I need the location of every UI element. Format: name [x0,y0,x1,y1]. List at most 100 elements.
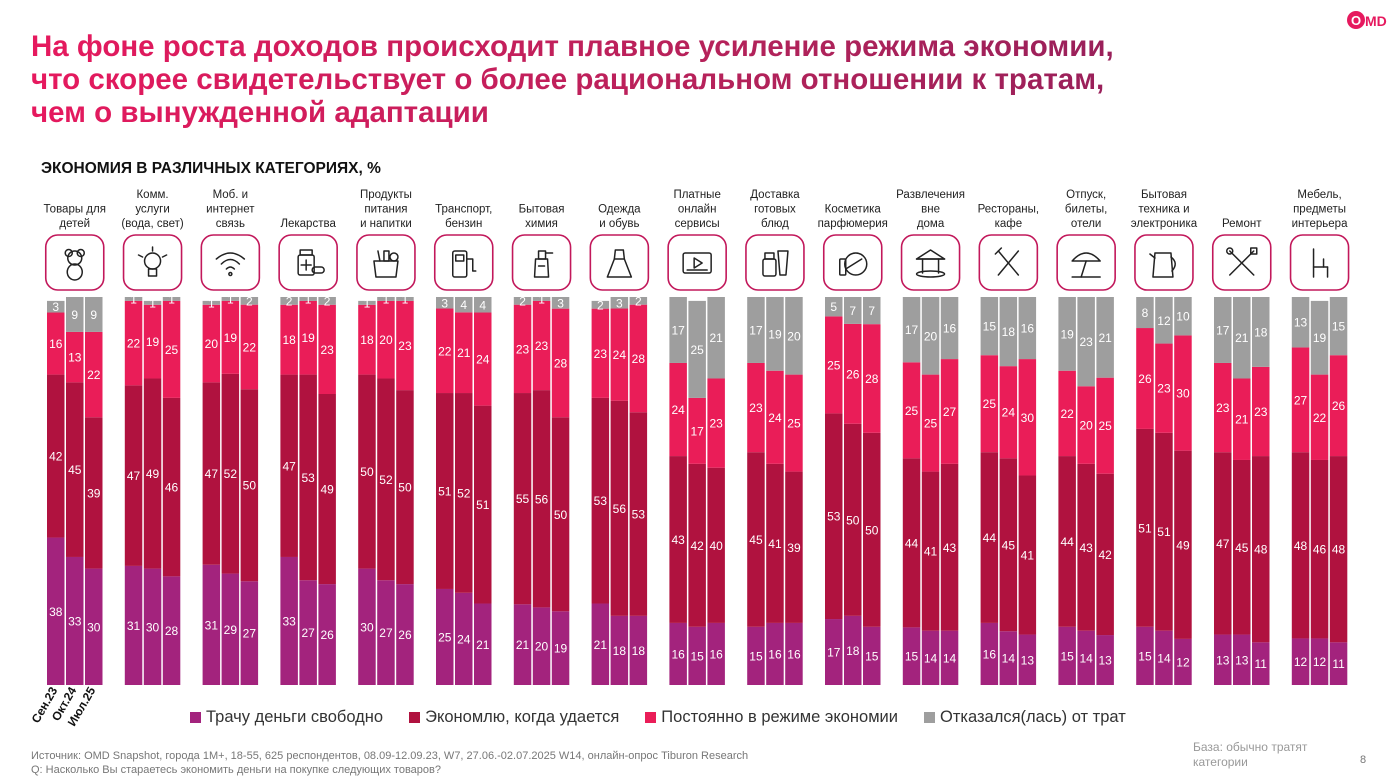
omd-logo: O MD [1347,11,1387,29]
data-label: 26 [846,367,860,381]
data-label: 49 [1176,538,1190,552]
bar-segment [124,385,143,566]
bar-segment [1329,456,1348,643]
bar-segment [844,323,862,424]
bar-segment [766,622,784,685]
data-label: 17 [749,323,763,337]
bar-segment [825,619,843,685]
category-label: Платные [673,189,720,201]
category-label: билеты, [1065,204,1107,216]
bar-segment [85,331,103,418]
data-label: 14 [943,651,957,665]
data-label: 44 [905,536,919,550]
bar-segment [143,568,162,685]
data-label: 21 [594,638,608,652]
legend-swatch [923,711,935,723]
handle [1170,256,1176,272]
data-label: 39 [787,541,801,555]
data-label: 12 [1157,314,1171,328]
data-label: 13 [1098,654,1112,668]
bar-segment [1077,463,1095,631]
data-label: 51 [1157,525,1171,539]
head [67,250,83,266]
body [1152,252,1174,278]
bar-segment [902,362,921,459]
legend-label: Постоянно в режиме экономии [661,707,898,726]
data-label: 15 [690,649,704,663]
bar-segment [863,324,881,433]
bar-segment [940,359,959,464]
bar-segment [299,300,317,375]
data-label: 29 [224,623,238,637]
bar-segment [610,297,629,309]
bar-segment [1058,297,1076,371]
category-label: детей [59,218,90,230]
bar-segment [1310,638,1329,685]
data-label: 21 [1235,331,1249,345]
category-label: Мебель, [1297,189,1341,201]
data-label: 23 [709,417,723,431]
bar-segment [551,308,570,418]
bar-segment [844,423,862,616]
data-label: 43 [671,533,685,547]
category-icon-frame [356,234,416,291]
data-label: 16 [768,647,782,661]
category-label: бензин [445,218,482,230]
bar-segment [532,607,551,685]
bar-segment [785,297,803,375]
category-label: питания [364,204,407,216]
bar-segment [162,297,181,301]
bar-segment [124,565,143,685]
data-label: 9 [71,308,78,322]
item [377,250,381,262]
data-label: 39 [87,486,101,500]
bar-segment [455,592,473,685]
tube [839,258,847,276]
data-label: 12 [1176,655,1190,669]
bar-segment [1329,355,1348,457]
category-label: Моб. и [213,189,249,201]
data-label: 55 [516,492,530,506]
data-label: 18 [613,644,627,658]
bar-segment [162,397,181,577]
data-label: 56 [535,492,549,506]
data-label: 50 [846,513,860,527]
head [537,250,547,260]
data-label: 33 [68,614,82,628]
data-label: 17 [905,323,919,337]
bar-segment [669,622,687,685]
data-label: 30 [146,620,160,634]
bar-segment [455,312,473,394]
data-label: 21 [1235,413,1249,427]
cosmetics-icon [839,252,868,276]
svg-text:O: O [1351,13,1361,28]
data-label: 23 [320,343,334,357]
data-label: 1 [383,292,390,306]
data-label: 25 [165,343,179,357]
bar-segment [1077,386,1095,464]
data-label: 43 [943,541,957,555]
spray-bottle-icon [533,250,554,278]
data-label: 24 [768,411,782,425]
bar-segment [1096,635,1114,685]
fork-knife-icon [994,247,1020,276]
bar-segment [766,297,784,371]
bar-segment [377,378,395,581]
data-label: 18 [846,644,860,658]
dot [228,271,233,277]
data-label: 26 [320,628,334,642]
base [147,268,158,277]
data-label: 13 [1216,653,1230,667]
legend-label: Экономлю, когда удается [425,707,620,726]
category-label: услуги [135,204,169,216]
category-label: интерьера [1292,218,1348,230]
data-label: 1 [149,296,156,310]
data-label: 25 [438,630,452,644]
food-delivery-icon [762,250,789,277]
data-label: 12 [1294,655,1308,669]
data-label: 28 [165,624,179,638]
data-label: 20 [379,333,393,347]
data-label: 45 [749,533,763,547]
bar-segment [358,304,376,375]
